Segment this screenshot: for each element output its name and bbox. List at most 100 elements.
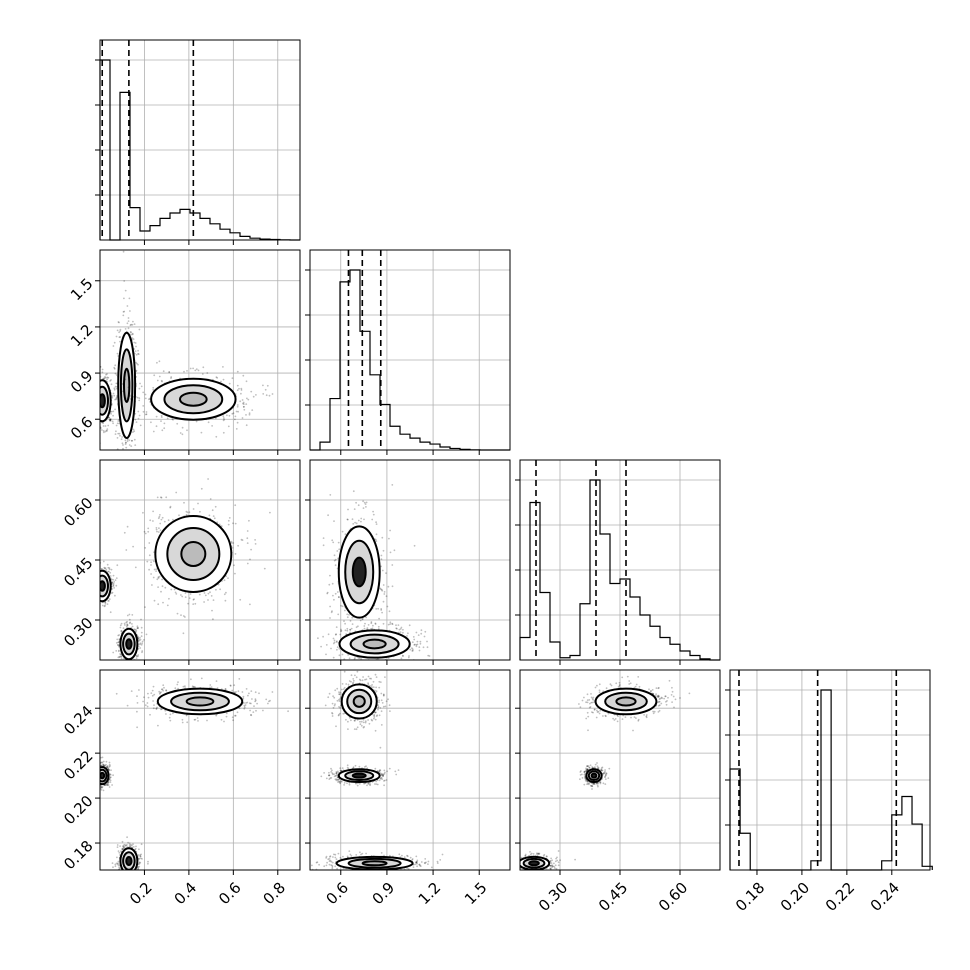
- sample-point: [171, 418, 174, 420]
- sample-point: [112, 651, 115, 654]
- sample-point: [351, 518, 354, 521]
- sample-point: [375, 540, 378, 542]
- sample-point: [111, 582, 114, 584]
- sample-point: [112, 422, 114, 425]
- sample-point: [336, 640, 338, 643]
- sample-point: [197, 369, 200, 372]
- sample-point: [125, 446, 128, 449]
- sample-point: [408, 655, 410, 657]
- sample-point: [172, 418, 174, 421]
- sample-point: [327, 514, 329, 517]
- sample-point: [109, 419, 111, 421]
- sample-point: [234, 418, 236, 421]
- sample-point: [130, 456, 132, 458]
- sample-point: [133, 452, 135, 454]
- sample-point: [97, 776, 99, 778]
- sample-point: [115, 577, 118, 579]
- sample-point: [126, 525, 129, 528]
- sample-point: [338, 596, 340, 599]
- sample-point: [95, 774, 97, 776]
- sample-point: [118, 655, 121, 658]
- sample-point: [86, 403, 88, 405]
- sample-point: [351, 616, 354, 619]
- sample-point: [98, 412, 100, 414]
- sample-point: [98, 766, 100, 768]
- sample-point: [378, 617, 380, 620]
- sample-point: [101, 429, 103, 431]
- sample-point: [246, 397, 248, 400]
- sample-point: [96, 404, 98, 406]
- sample-point: [93, 776, 95, 778]
- sample-point: [382, 622, 385, 625]
- sample-point: [112, 410, 115, 413]
- sample-point: [158, 575, 161, 578]
- sample-point: [131, 439, 133, 442]
- sample-point: [96, 776, 98, 778]
- sample-point: [211, 425, 214, 427]
- sample-point: [129, 845, 132, 848]
- sample-point: [422, 646, 425, 649]
- sample-point: [137, 410, 140, 413]
- sample-point: [93, 592, 95, 594]
- sample-point: [108, 598, 111, 600]
- contour-mid: [100, 385, 109, 416]
- sample-point: [322, 544, 325, 547]
- sample-point: [418, 646, 421, 648]
- sample-point: [126, 624, 128, 627]
- panel-frame: [99, 39, 301, 241]
- sample-point: [389, 621, 392, 624]
- sample-point: [399, 628, 402, 630]
- sample-point: [118, 866, 120, 869]
- sample-point: [387, 623, 390, 626]
- sample-point: [126, 440, 129, 443]
- sample-point: [174, 591, 177, 594]
- sample-point: [97, 772, 99, 774]
- sample-point: [97, 595, 99, 597]
- sample-point: [135, 353, 138, 356]
- sample-point: [111, 396, 114, 399]
- sample-point: [109, 418, 111, 421]
- sample-point: [106, 563, 109, 566]
- sample-point: [325, 653, 327, 656]
- sample-point: [96, 389, 98, 391]
- sample-point: [107, 570, 109, 573]
- sample-point: [137, 654, 140, 656]
- sample-point: [97, 790, 99, 792]
- sample-point: [411, 647, 413, 650]
- contour-inner-fill: [126, 639, 132, 649]
- sample-point: [97, 394, 99, 396]
- sample-point: [94, 590, 96, 592]
- sample-point: [109, 575, 112, 577]
- sample-point: [117, 663, 119, 665]
- sample-point: [365, 501, 368, 504]
- sample-point: [94, 387, 96, 389]
- sample-point: [97, 774, 99, 776]
- sample-point: [109, 418, 112, 420]
- sample-point: [390, 662, 392, 664]
- sample-point: [97, 591, 99, 593]
- sample-point: [136, 396, 139, 399]
- sample-point: [157, 517, 160, 520]
- sample-point: [426, 646, 429, 649]
- sample-point: [95, 780, 97, 782]
- sample-point: [100, 786, 103, 788]
- sample-point: [411, 650, 414, 652]
- sample-point: [133, 348, 136, 350]
- sample-point: [158, 515, 161, 518]
- sample-point: [152, 430, 155, 433]
- sample-point: [338, 548, 341, 551]
- sample-point: [107, 566, 110, 569]
- sample-point: [126, 871, 128, 873]
- sample-point: [361, 618, 364, 621]
- sample-point: [385, 595, 388, 598]
- sample-point: [92, 589, 94, 591]
- contour-inner: [351, 556, 367, 588]
- sample-point: [412, 636, 415, 638]
- contour-mid: [100, 574, 109, 598]
- sample-point: [245, 414, 247, 416]
- sample-point: [206, 372, 209, 374]
- sample-point: [97, 410, 99, 412]
- sample-point: [96, 590, 98, 592]
- sample-point: [128, 394, 131, 397]
- sample-point: [97, 399, 99, 401]
